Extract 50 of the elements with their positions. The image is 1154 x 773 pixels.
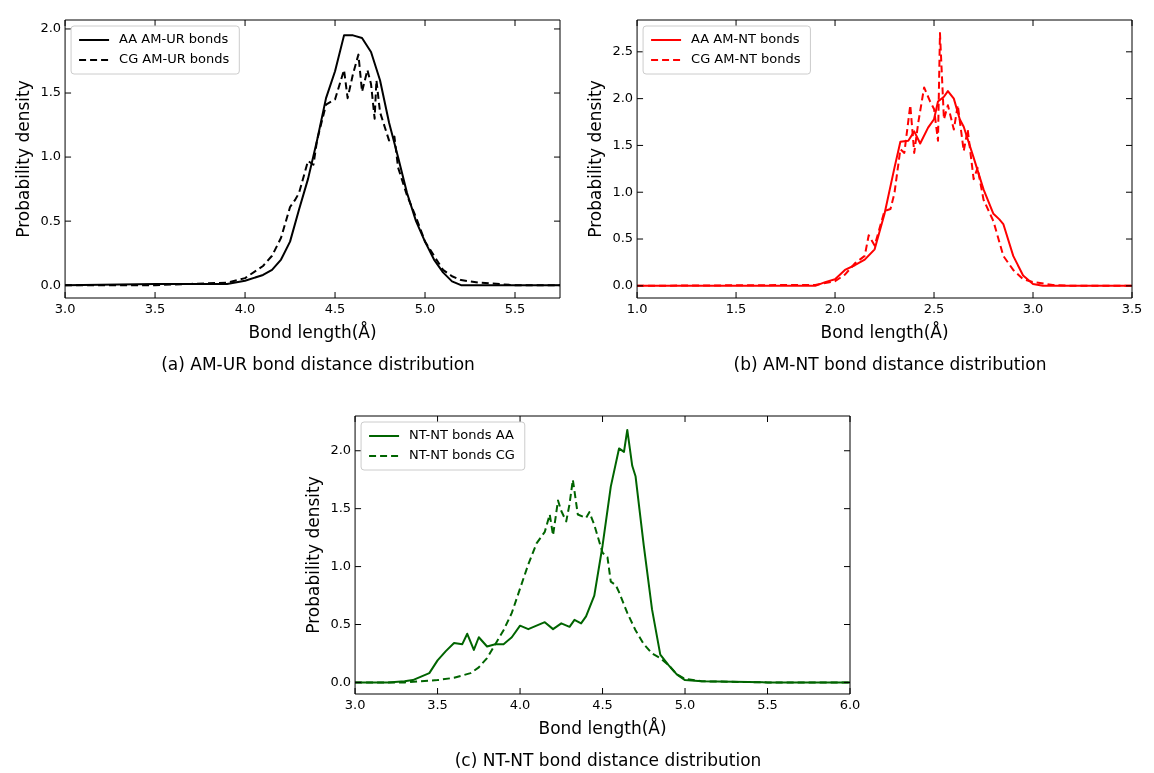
text: (c) NT-NT bond distance distribution [453, 750, 763, 770]
legend-label: CG AM-NT bonds [691, 51, 801, 67]
y-tick-label: 2.5 [612, 43, 634, 59]
y-tick-label: 0.0 [40, 276, 62, 292]
x-tick-label: 5.5 [504, 301, 526, 317]
x-tick-label: 2.0 [824, 301, 846, 317]
x-tick-label: 3.5 [144, 301, 166, 317]
legend-label: NT-NT bonds CG [409, 447, 515, 463]
legend-label: AA AM-UR bonds [119, 31, 229, 47]
y-tick-label: 0.0 [612, 277, 634, 293]
y-tick-label: 0.5 [40, 212, 62, 228]
y-tick-label: 1.5 [330, 500, 352, 516]
y-tick-label: 0.5 [330, 615, 352, 631]
x-tick-label: 6.0 [839, 697, 861, 713]
x-tick-label: 3.5 [427, 697, 448, 713]
y-axis-title: Probability density [584, 80, 605, 238]
y-tick-label: 1.0 [330, 557, 352, 573]
y-tick-label: 1.0 [40, 148, 62, 164]
y-axis-title: Probability density [302, 476, 323, 634]
y-tick-label: 0.0 [330, 673, 352, 689]
text: (b) AM-NT bond distance distribution [732, 354, 1048, 374]
y-tick-label: 2.0 [330, 442, 352, 458]
x-tick-label: 4.0 [234, 301, 256, 317]
x-tick-label: 4.5 [324, 301, 346, 317]
y-tick-label: 1.5 [612, 136, 634, 152]
y-tick-label: 2.0 [40, 20, 62, 36]
x-tick-label: 3.5 [1121, 301, 1143, 317]
x-tick-label: 2.5 [923, 301, 945, 317]
x-axis-title: Bond length(Å) [820, 321, 949, 343]
x-tick-label: 3.0 [344, 697, 366, 713]
x-axis-title: Bond length(Å) [538, 717, 667, 739]
y-axis-title: Probability density [12, 80, 33, 238]
y-tick-label: 0.5 [612, 230, 634, 246]
x-tick-label: 4.5 [592, 697, 613, 713]
x-tick-label: 1.5 [725, 301, 747, 317]
x-tick-label: 1.0 [626, 301, 648, 317]
legend-label: CG AM-UR bonds [119, 51, 230, 67]
y-tick-label: 1.0 [612, 183, 634, 199]
x-tick-label: 5.5 [757, 697, 778, 713]
text: (a) AM-UR bond distance distribution [160, 354, 476, 374]
x-tick-label: 3.0 [54, 301, 76, 317]
legend-label: AA AM-NT bonds [691, 31, 800, 47]
y-tick-label: 2.0 [612, 90, 634, 105]
y-tick-label: 1.5 [40, 84, 62, 100]
x-axis-title: Bond length(Å) [248, 321, 377, 343]
x-tick-label: 4.0 [509, 697, 531, 713]
x-tick-label: 3.0 [1022, 301, 1044, 317]
x-tick-label: 5.0 [414, 301, 436, 317]
legend-label: NT-NT bonds AA [409, 427, 514, 443]
x-tick-label: 5.0 [674, 697, 696, 713]
